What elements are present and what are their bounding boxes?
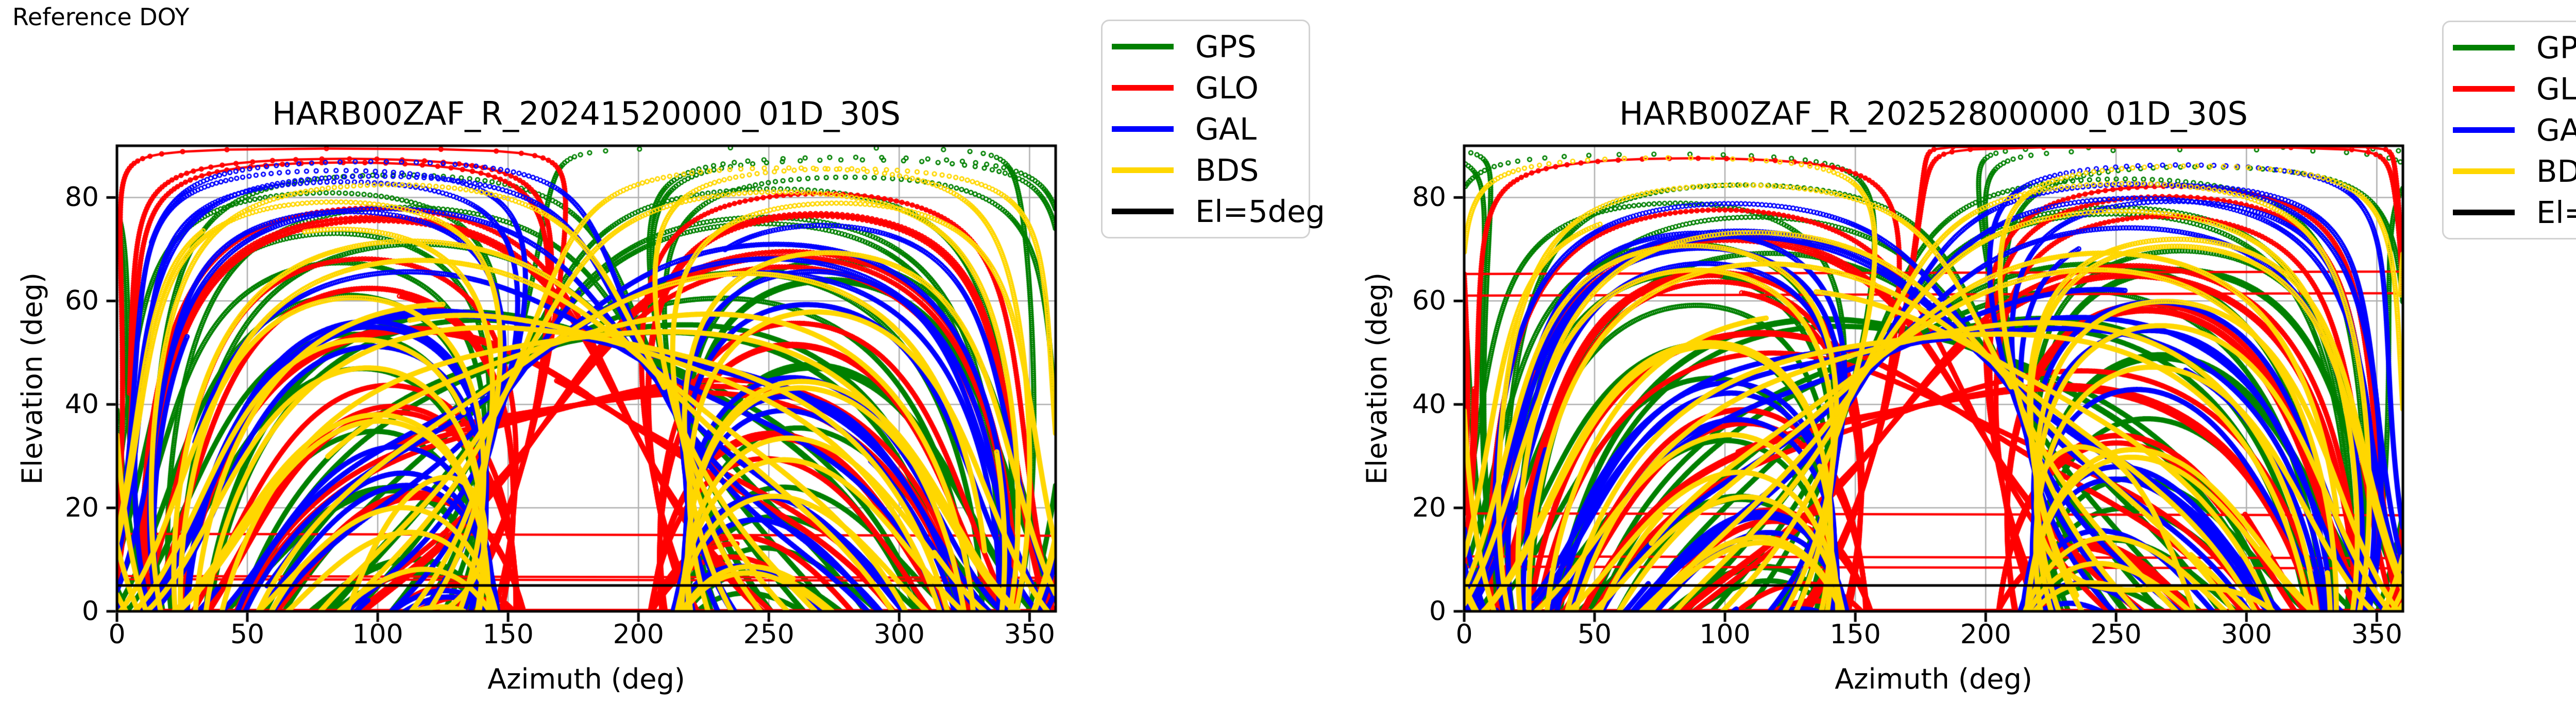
x-tick-label: 50 xyxy=(230,619,265,650)
gps-line-swatch-icon xyxy=(2453,45,2515,51)
el-5deg-line-swatch-icon xyxy=(2453,209,2515,215)
legend-entry-el-5deg: El=5deg xyxy=(1103,196,1325,227)
gal-line-swatch-icon xyxy=(1112,126,1174,132)
legend-label: El=5deg xyxy=(1195,193,1325,229)
legend-entry-gal: GAL xyxy=(1103,113,1309,144)
x-axis-label-right: Azimuth (deg) xyxy=(1835,663,2032,695)
x-tick-label: 50 xyxy=(1577,619,1612,650)
legend-left: GPS GLO GAL BDS El=5deg xyxy=(1101,20,1325,238)
legend-label: GAL xyxy=(2536,112,2576,148)
y-tick-label: 80 xyxy=(1412,182,1446,213)
legend-entry-gal: GAL xyxy=(2444,114,2576,145)
legend-entry-bds: BDS xyxy=(2444,156,2576,186)
legend-entry-glo: GLO xyxy=(1103,73,1309,104)
x-tick-label: 200 xyxy=(1960,619,2011,650)
y-tick-label: 40 xyxy=(64,389,99,420)
x-tick-label: 100 xyxy=(352,619,403,650)
legend-entry-glo: GLO xyxy=(2444,74,2576,105)
x-tick-label: 350 xyxy=(1004,619,1056,650)
gps-line-swatch-icon xyxy=(1112,44,1174,50)
glo-line-swatch-icon xyxy=(1112,85,1174,91)
x-tick-label: 150 xyxy=(1829,619,1881,650)
legend-entry-el-5deg: El=5deg xyxy=(2444,197,2576,228)
glo-line-swatch-icon xyxy=(2453,86,2515,92)
legend-label: BDS xyxy=(1195,152,1259,188)
y-tick-label: 60 xyxy=(1412,285,1446,317)
x-tick-label: 250 xyxy=(743,619,794,650)
x-tick-label: 250 xyxy=(2090,619,2142,650)
x-tick-label: 350 xyxy=(2351,619,2403,650)
x-tick-label: 300 xyxy=(873,619,925,650)
y-tick-label: 0 xyxy=(1429,596,1446,627)
x-tick-label: 150 xyxy=(482,619,534,650)
legend-entry-bds: BDS xyxy=(1103,155,1309,185)
bds-line-swatch-icon xyxy=(2453,168,2515,174)
x-tick-label: 0 xyxy=(108,619,126,650)
x-tick-label: 0 xyxy=(1455,619,1473,650)
x-tick-label: 300 xyxy=(2221,619,2272,650)
y-tick-label: 20 xyxy=(64,492,99,524)
legend-label: GLO xyxy=(1195,70,1259,106)
legend-entry-gps: GPS xyxy=(2444,32,2576,63)
x-axis-label-left: Azimuth (deg) xyxy=(487,663,685,695)
y-tick-label: 0 xyxy=(81,596,99,627)
panel-title-right: HARB00ZAF_R_20252800000_01D_30S xyxy=(1619,95,2248,132)
y-tick-label: 20 xyxy=(1412,492,1446,524)
legend-label: GAL xyxy=(1195,111,1257,147)
y-tick-label: 60 xyxy=(64,285,99,317)
legend-label: GLO xyxy=(2536,71,2576,107)
y-tick-label: 40 xyxy=(1412,389,1446,420)
legend-label: BDS xyxy=(2536,153,2576,189)
bds-line-swatch-icon xyxy=(1112,167,1174,173)
gal-line-swatch-icon xyxy=(2453,127,2515,133)
x-tick-label: 200 xyxy=(613,619,664,650)
legend-label: El=5deg xyxy=(2536,194,2576,230)
el-5deg-line-swatch-icon xyxy=(1112,208,1174,214)
legend-label: GPS xyxy=(1195,29,1257,65)
figure-suptitle: Reference DOY xyxy=(12,3,190,31)
panel-title-left: HARB00ZAF_R_20241520000_01D_30S xyxy=(272,95,901,132)
legend-label: GPS xyxy=(2536,30,2576,66)
legend-entry-gps: GPS xyxy=(1103,31,1309,62)
y-tick-label: 80 xyxy=(64,182,99,213)
x-tick-label: 100 xyxy=(1699,619,1751,650)
legend-right: GPS GLO GAL BDS El=5deg xyxy=(2442,21,2576,239)
